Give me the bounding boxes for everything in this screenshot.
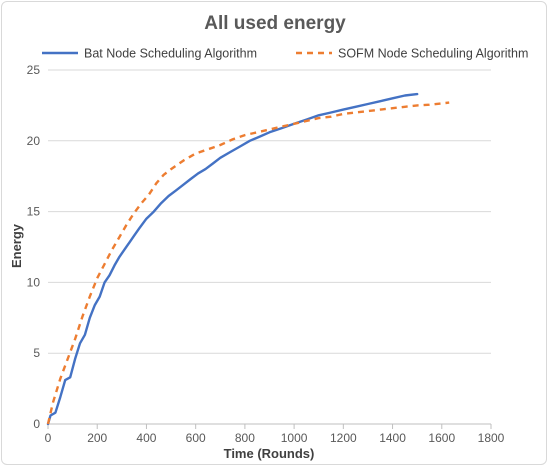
x-tick-1600: 1600: [428, 431, 455, 445]
chart-title: All used energy: [204, 13, 346, 34]
x-tick-400: 400: [136, 431, 156, 445]
y-tick-25: 25: [27, 63, 41, 77]
gridlines: [48, 69, 491, 354]
x-tick-1800: 1800: [478, 431, 505, 445]
y-tick-5: 5: [33, 346, 40, 360]
x-tick-800: 800: [235, 431, 255, 445]
x-tick-1000: 1000: [281, 431, 308, 445]
y-tick-20: 20: [27, 134, 41, 148]
legend-label-bat: Bat Node Scheduling Algorithm: [84, 47, 257, 61]
legend: Bat Node Scheduling Algorithm SOFM Node …: [42, 47, 528, 61]
series-line-bat: [46, 92, 419, 426]
x-tick-0: 0: [45, 431, 52, 445]
x-tick-1200: 1200: [330, 431, 357, 445]
series-line-sofm: [46, 101, 450, 425]
series-lines: [46, 92, 450, 426]
axes: [47, 423, 492, 429]
y-tick-10: 10: [27, 275, 41, 289]
y-axis-title: Energy: [9, 223, 24, 268]
x-axis-title: Time (Rounds): [224, 446, 315, 461]
y-tick-labels: 0 5 10 15 20 25: [27, 63, 41, 431]
x-tick-labels: 0 200 400 600 800 1000 1200 1400 1600 1800: [45, 431, 505, 445]
x-tick-1400: 1400: [379, 431, 406, 445]
y-tick-0: 0: [33, 417, 40, 431]
x-tick-600: 600: [186, 431, 206, 445]
y-tick-15: 15: [27, 205, 41, 219]
legend-label-sofm: SOFM Node Scheduling Algorithm: [338, 47, 528, 61]
x-tick-200: 200: [87, 431, 107, 445]
